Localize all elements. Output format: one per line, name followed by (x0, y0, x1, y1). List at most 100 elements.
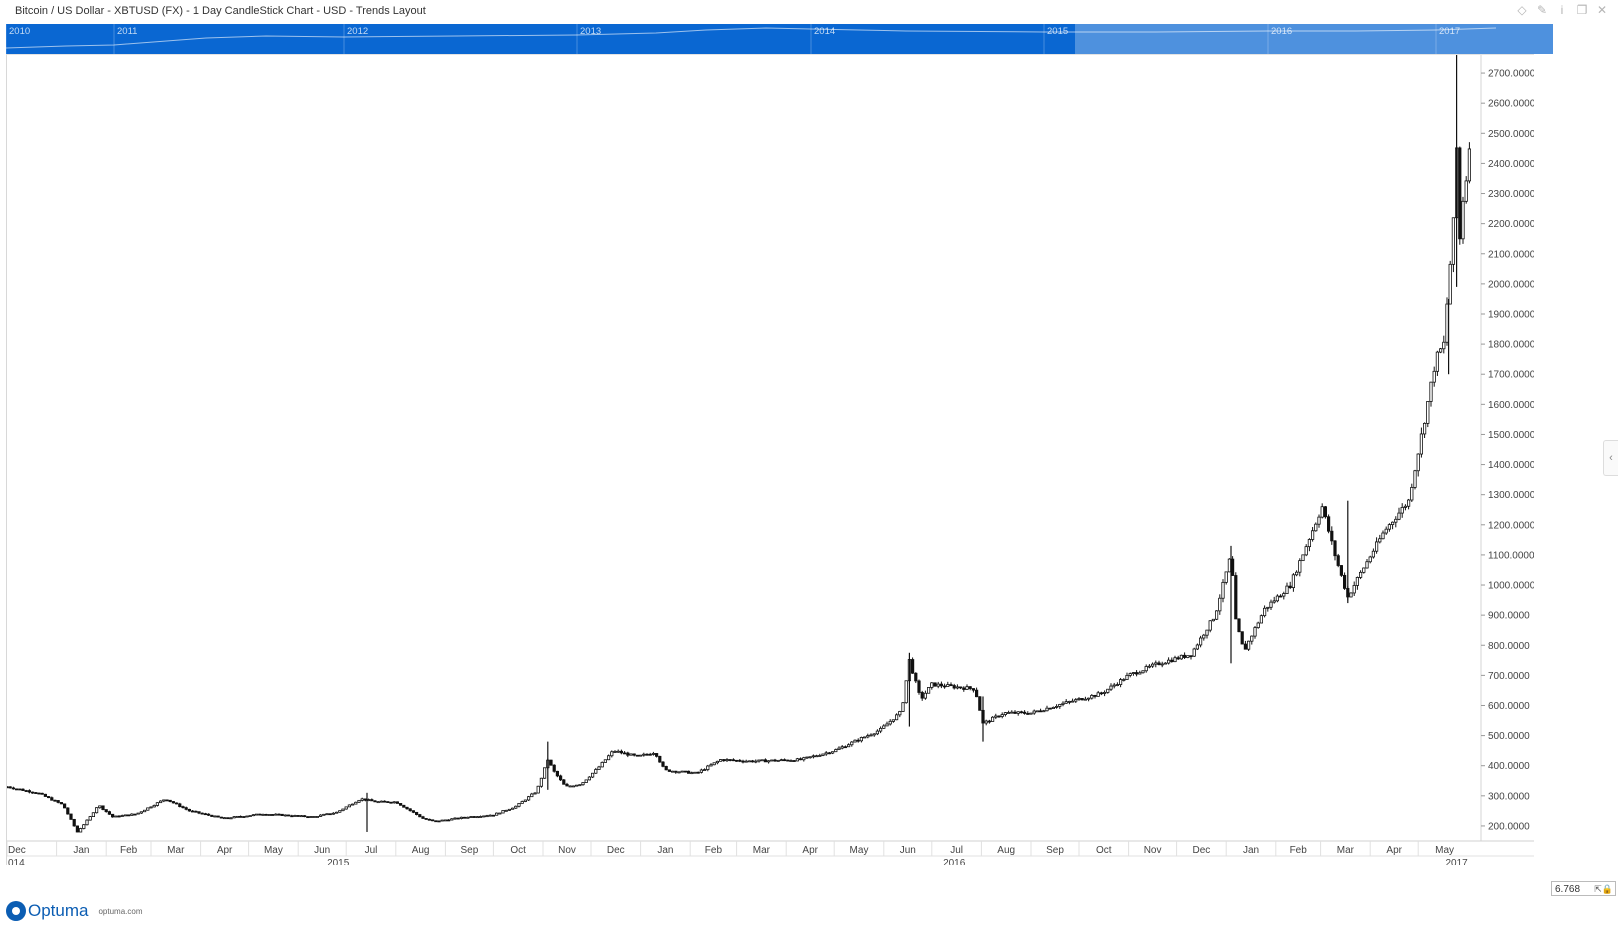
candle-body (1147, 665, 1151, 668)
candle-body (1109, 685, 1113, 690)
candle-body (312, 816, 316, 818)
candle-body (350, 803, 355, 806)
month-label: Aug (997, 845, 1015, 856)
candle-body (1451, 217, 1455, 265)
zoom-input[interactable]: 6.768 ⇱🔒 (1551, 881, 1616, 896)
candle-body (379, 800, 384, 803)
candle-body (187, 808, 191, 812)
candle-body (1077, 698, 1081, 700)
candle-body (859, 737, 864, 742)
y-tick-label: 1200.0000 (1488, 520, 1534, 531)
candle-body (1032, 710, 1036, 714)
candle-body (1413, 470, 1417, 488)
candle-body (520, 801, 524, 804)
candle-body (690, 772, 694, 775)
candle-body (581, 782, 585, 786)
candle-body (677, 771, 681, 774)
candle-body (914, 672, 918, 682)
candle-body (1426, 401, 1430, 424)
candle-body (306, 816, 310, 819)
candle-body (1314, 523, 1318, 532)
candle-body (1211, 618, 1215, 622)
candle-body (949, 684, 953, 686)
candle-body (66, 807, 70, 815)
candle-body (357, 799, 361, 803)
candle-body (955, 686, 960, 689)
pin-icon[interactable]: ✎ (1536, 3, 1548, 17)
candle-body (254, 813, 259, 816)
month-label: Aug (412, 845, 430, 856)
candle-body (1176, 657, 1180, 660)
candle-body (895, 714, 899, 721)
month-label: Jan (657, 845, 673, 856)
candle-body (1205, 629, 1209, 636)
candle-body (645, 753, 649, 756)
diamond-icon[interactable]: ◇ (1517, 3, 1527, 17)
candle-body (283, 814, 288, 817)
candle-body (792, 760, 796, 762)
overview-year-label: 2011 (117, 26, 137, 37)
overview-year-label: 2016 (1271, 26, 1292, 37)
candle-body (1407, 499, 1411, 507)
candle-body (968, 686, 972, 689)
candle-body (933, 682, 937, 687)
candle-body (712, 762, 716, 766)
collapse-panel-button[interactable]: ‹ (1603, 440, 1618, 476)
candle-body (1272, 600, 1276, 603)
candle-body (1423, 422, 1427, 435)
candle-body (1467, 148, 1471, 182)
info-icon[interactable]: i (1560, 3, 1564, 17)
candle-body (1221, 581, 1225, 599)
overview-year-label: 2010 (9, 26, 30, 37)
overview-navigator[interactable]: 2010 2011 2012 2013 2014 2015 2016 2017 (6, 24, 1553, 54)
candle-body (366, 799, 371, 801)
candle-body (699, 769, 704, 773)
month-label: May (264, 845, 283, 856)
candle-body (1096, 692, 1100, 697)
title-bar: Bitcoin / US Dollar - XBTUSD (FX) - 1 Da… (0, 0, 1620, 24)
candle-body (1029, 712, 1033, 715)
candle-body (1160, 663, 1164, 666)
candle-body (1429, 381, 1433, 402)
candle-body (840, 746, 844, 749)
candle-body (741, 760, 745, 763)
overview-selection[interactable] (1075, 24, 1553, 54)
month-label: Apr (1386, 845, 1402, 856)
candle-body (411, 810, 416, 813)
chart-plot-area[interactable]: 200.0000 300.0000 400.0000 500.0000 600.0000… (6, 54, 1534, 865)
candle-body (344, 806, 348, 810)
candle-body (149, 806, 153, 809)
candle-body (808, 756, 812, 759)
candle-body (27, 790, 32, 793)
close-icon[interactable]: ✕ (1596, 3, 1608, 17)
candle-body (978, 696, 982, 711)
candle-body (1003, 712, 1008, 715)
candle-body (1058, 704, 1062, 707)
lock-icon[interactable]: ⇱🔒 (1594, 884, 1613, 894)
month-label: May (850, 845, 869, 856)
candle-body (267, 814, 272, 816)
overview-year-label: 2014 (814, 26, 835, 37)
candle-body (1202, 634, 1206, 639)
overview-price-line (6, 27, 1497, 49)
month-label: Mar (1337, 845, 1355, 856)
candle-body (363, 798, 368, 801)
candle-body (680, 770, 684, 773)
candle-body (111, 813, 115, 818)
candle-body (206, 813, 211, 816)
candle-body (747, 760, 752, 763)
candle-body (863, 736, 867, 739)
y-tick-label: 2200.0000 (1488, 219, 1534, 230)
candle-body (655, 753, 659, 757)
y-tick-label: 1400.0000 (1488, 460, 1534, 471)
candle-body (607, 755, 611, 761)
candle-body (1035, 710, 1039, 713)
candle-body (533, 792, 537, 795)
candle-body (562, 779, 566, 785)
candle-body (1023, 711, 1027, 714)
candle-body (594, 769, 598, 774)
candle-body (85, 819, 89, 826)
candle-body (853, 739, 857, 743)
month-label: Dec (607, 845, 625, 856)
restore-icon[interactable]: ❐ (1576, 3, 1588, 17)
